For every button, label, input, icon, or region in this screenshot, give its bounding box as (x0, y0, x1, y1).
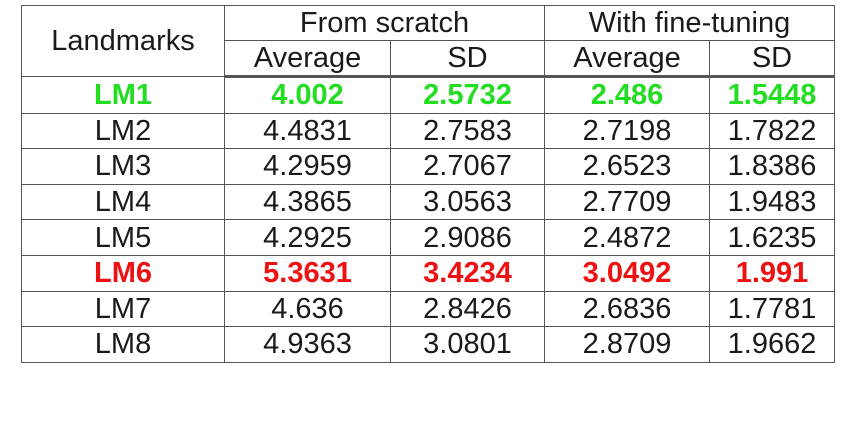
value-cell: 4.3865 (224, 183, 391, 221)
header-row-groups: Landmarks From scratch With fine-tuning (21, 5, 835, 77)
value-cell: 2.9086 (390, 219, 545, 256)
value-cell: 4.2959 (224, 148, 391, 185)
landmark-cell: LM4 (21, 183, 225, 221)
group-header-from-scratch: From scratch (224, 5, 545, 41)
table-row: LM4 4.3865 3.0563 2.7709 1.9483 (21, 183, 835, 221)
value-cell: 2.8709 (544, 326, 710, 363)
landmark-cell: LM6 (21, 254, 225, 292)
value-cell: 2.7067 (390, 148, 545, 185)
landmark-cell: LM7 (21, 290, 225, 328)
value-cell: 2.6836 (544, 290, 710, 328)
value-cell: 5.3631 (224, 254, 391, 292)
table-row: LM8 4.9363 3.0801 2.8709 1.9662 (21, 326, 835, 363)
value-cell: 2.5732 (390, 76, 545, 114)
value-cell: 1.5448 (709, 76, 835, 114)
landmark-cell: LM3 (21, 148, 225, 185)
value-cell: 2.4872 (544, 219, 710, 256)
group-header-fine-tuning: With fine-tuning (544, 5, 835, 41)
subheader-average-scratch: Average (224, 40, 391, 78)
value-cell: 1.7822 (709, 112, 835, 150)
header-row-subcolumns: Average SD Average SD (22, 40, 835, 78)
value-cell: 2.7709 (544, 183, 710, 221)
value-cell: 1.9483 (709, 183, 835, 221)
value-cell: 1.8386 (709, 148, 835, 185)
value-cell: 4.9363 (224, 326, 391, 363)
landmark-cell: LM1 (21, 76, 225, 114)
value-cell: 2.8426 (390, 290, 545, 328)
value-cell: 1.6235 (709, 219, 835, 256)
value-cell: 3.0563 (390, 183, 545, 221)
landmark-cell: LM2 (21, 112, 225, 150)
table-row: LM5 4.2925 2.9086 2.4872 1.6235 (21, 219, 835, 256)
value-cell: 2.6523 (544, 148, 710, 185)
value-cell: 1.7781 (709, 290, 835, 328)
value-cell: 4.4831 (224, 112, 391, 150)
landmark-cell: LM5 (21, 219, 225, 256)
value-cell: 4.002 (224, 76, 391, 114)
table-row: LM1 4.002 2.5732 2.486 1.5448 (21, 76, 835, 114)
value-cell: 3.0492 (544, 254, 710, 292)
subheader-average-finetune: Average (544, 40, 710, 78)
subheader-sd-scratch: SD (390, 40, 545, 78)
table-row: LM7 4.636 2.8426 2.6836 1.7781 (21, 290, 835, 328)
value-cell: 4.636 (224, 290, 391, 328)
landmarks-header: Landmarks (21, 5, 225, 77)
value-cell: 2.7583 (390, 112, 545, 150)
table-row: LM2 4.4831 2.7583 2.7198 1.7822 (21, 112, 835, 150)
landmark-cell: LM8 (21, 326, 225, 363)
subheader-sd-finetune: SD (709, 40, 835, 78)
value-cell: 2.7198 (544, 112, 710, 150)
value-cell: 2.486 (544, 76, 710, 114)
value-cell: 3.4234 (390, 254, 545, 292)
results-table: Landmarks From scratch With fine-tuning … (21, 5, 835, 363)
value-cell: 3.0801 (390, 326, 545, 363)
table-row: LM6 5.3631 3.4234 3.0492 1.991 (21, 254, 835, 292)
table-row: LM3 4.2959 2.7067 2.6523 1.8386 (21, 148, 835, 185)
value-cell: 1.9662 (709, 326, 835, 363)
value-cell: 1.991 (709, 254, 835, 292)
value-cell: 4.2925 (224, 219, 391, 256)
